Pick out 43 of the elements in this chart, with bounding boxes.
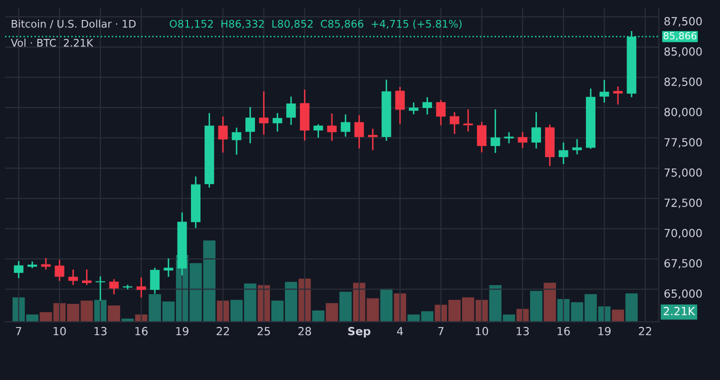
x-tick-label: 13	[94, 326, 107, 336]
y-tick-label: 80,000	[664, 108, 702, 118]
text: Bitcoin / U.S. Dollar · 1D	[12, 20, 136, 29]
ref-line-label: 85,866	[664, 32, 696, 40]
y-tick-label: 72,500	[664, 198, 702, 208]
y-tick-label: 85,000	[664, 47, 702, 57]
y-tick-label: 87,500	[664, 17, 702, 27]
x-tick-label: 7	[16, 327, 22, 336]
bar	[339, 292, 352, 322]
x-tick-label: 4	[397, 327, 403, 336]
text: O81,152 H86,332 L80,852 C85,866 +4,715 (+5.81%)	[170, 20, 462, 29]
bar	[258, 285, 270, 322]
x-tick-label: 22	[216, 326, 229, 336]
bar	[298, 278, 311, 322]
x-tick-label: 10	[54, 326, 66, 336]
y-tick-label: 67,500	[664, 259, 702, 269]
x-tick-label: 19	[598, 326, 611, 336]
x-tick-label: 16	[558, 326, 570, 336]
x-tick-label: 19	[176, 326, 188, 336]
bar	[544, 282, 556, 322]
y-tick-label: 75,000	[664, 168, 702, 178]
bar	[326, 303, 338, 322]
x-tick-label: 22	[638, 326, 652, 336]
annotation: Vol · BTC 2.21K	[10, 38, 94, 47]
y-tick-label: 65,000	[664, 289, 702, 299]
bar	[530, 290, 542, 322]
x-tick-label: 13	[516, 326, 529, 336]
bar	[312, 310, 324, 322]
bar	[612, 310, 624, 322]
y-tick-label: 70,000	[664, 228, 702, 238]
y-tick-label: 82,500	[664, 78, 702, 88]
bar	[121, 318, 134, 322]
text: 2.21K	[664, 306, 696, 316]
x-tick-label: 7	[438, 327, 444, 336]
x-tick-label: 16	[135, 326, 148, 336]
x-tick-label: 10	[476, 326, 488, 336]
x-tick-label: 25	[258, 326, 270, 336]
x-tick-label: Sep	[348, 326, 370, 338]
bar	[625, 293, 638, 322]
bar	[380, 288, 393, 322]
y-tick-label: 77,500	[664, 138, 702, 148]
x-tick-label: 28	[298, 326, 311, 336]
bar	[108, 306, 120, 322]
